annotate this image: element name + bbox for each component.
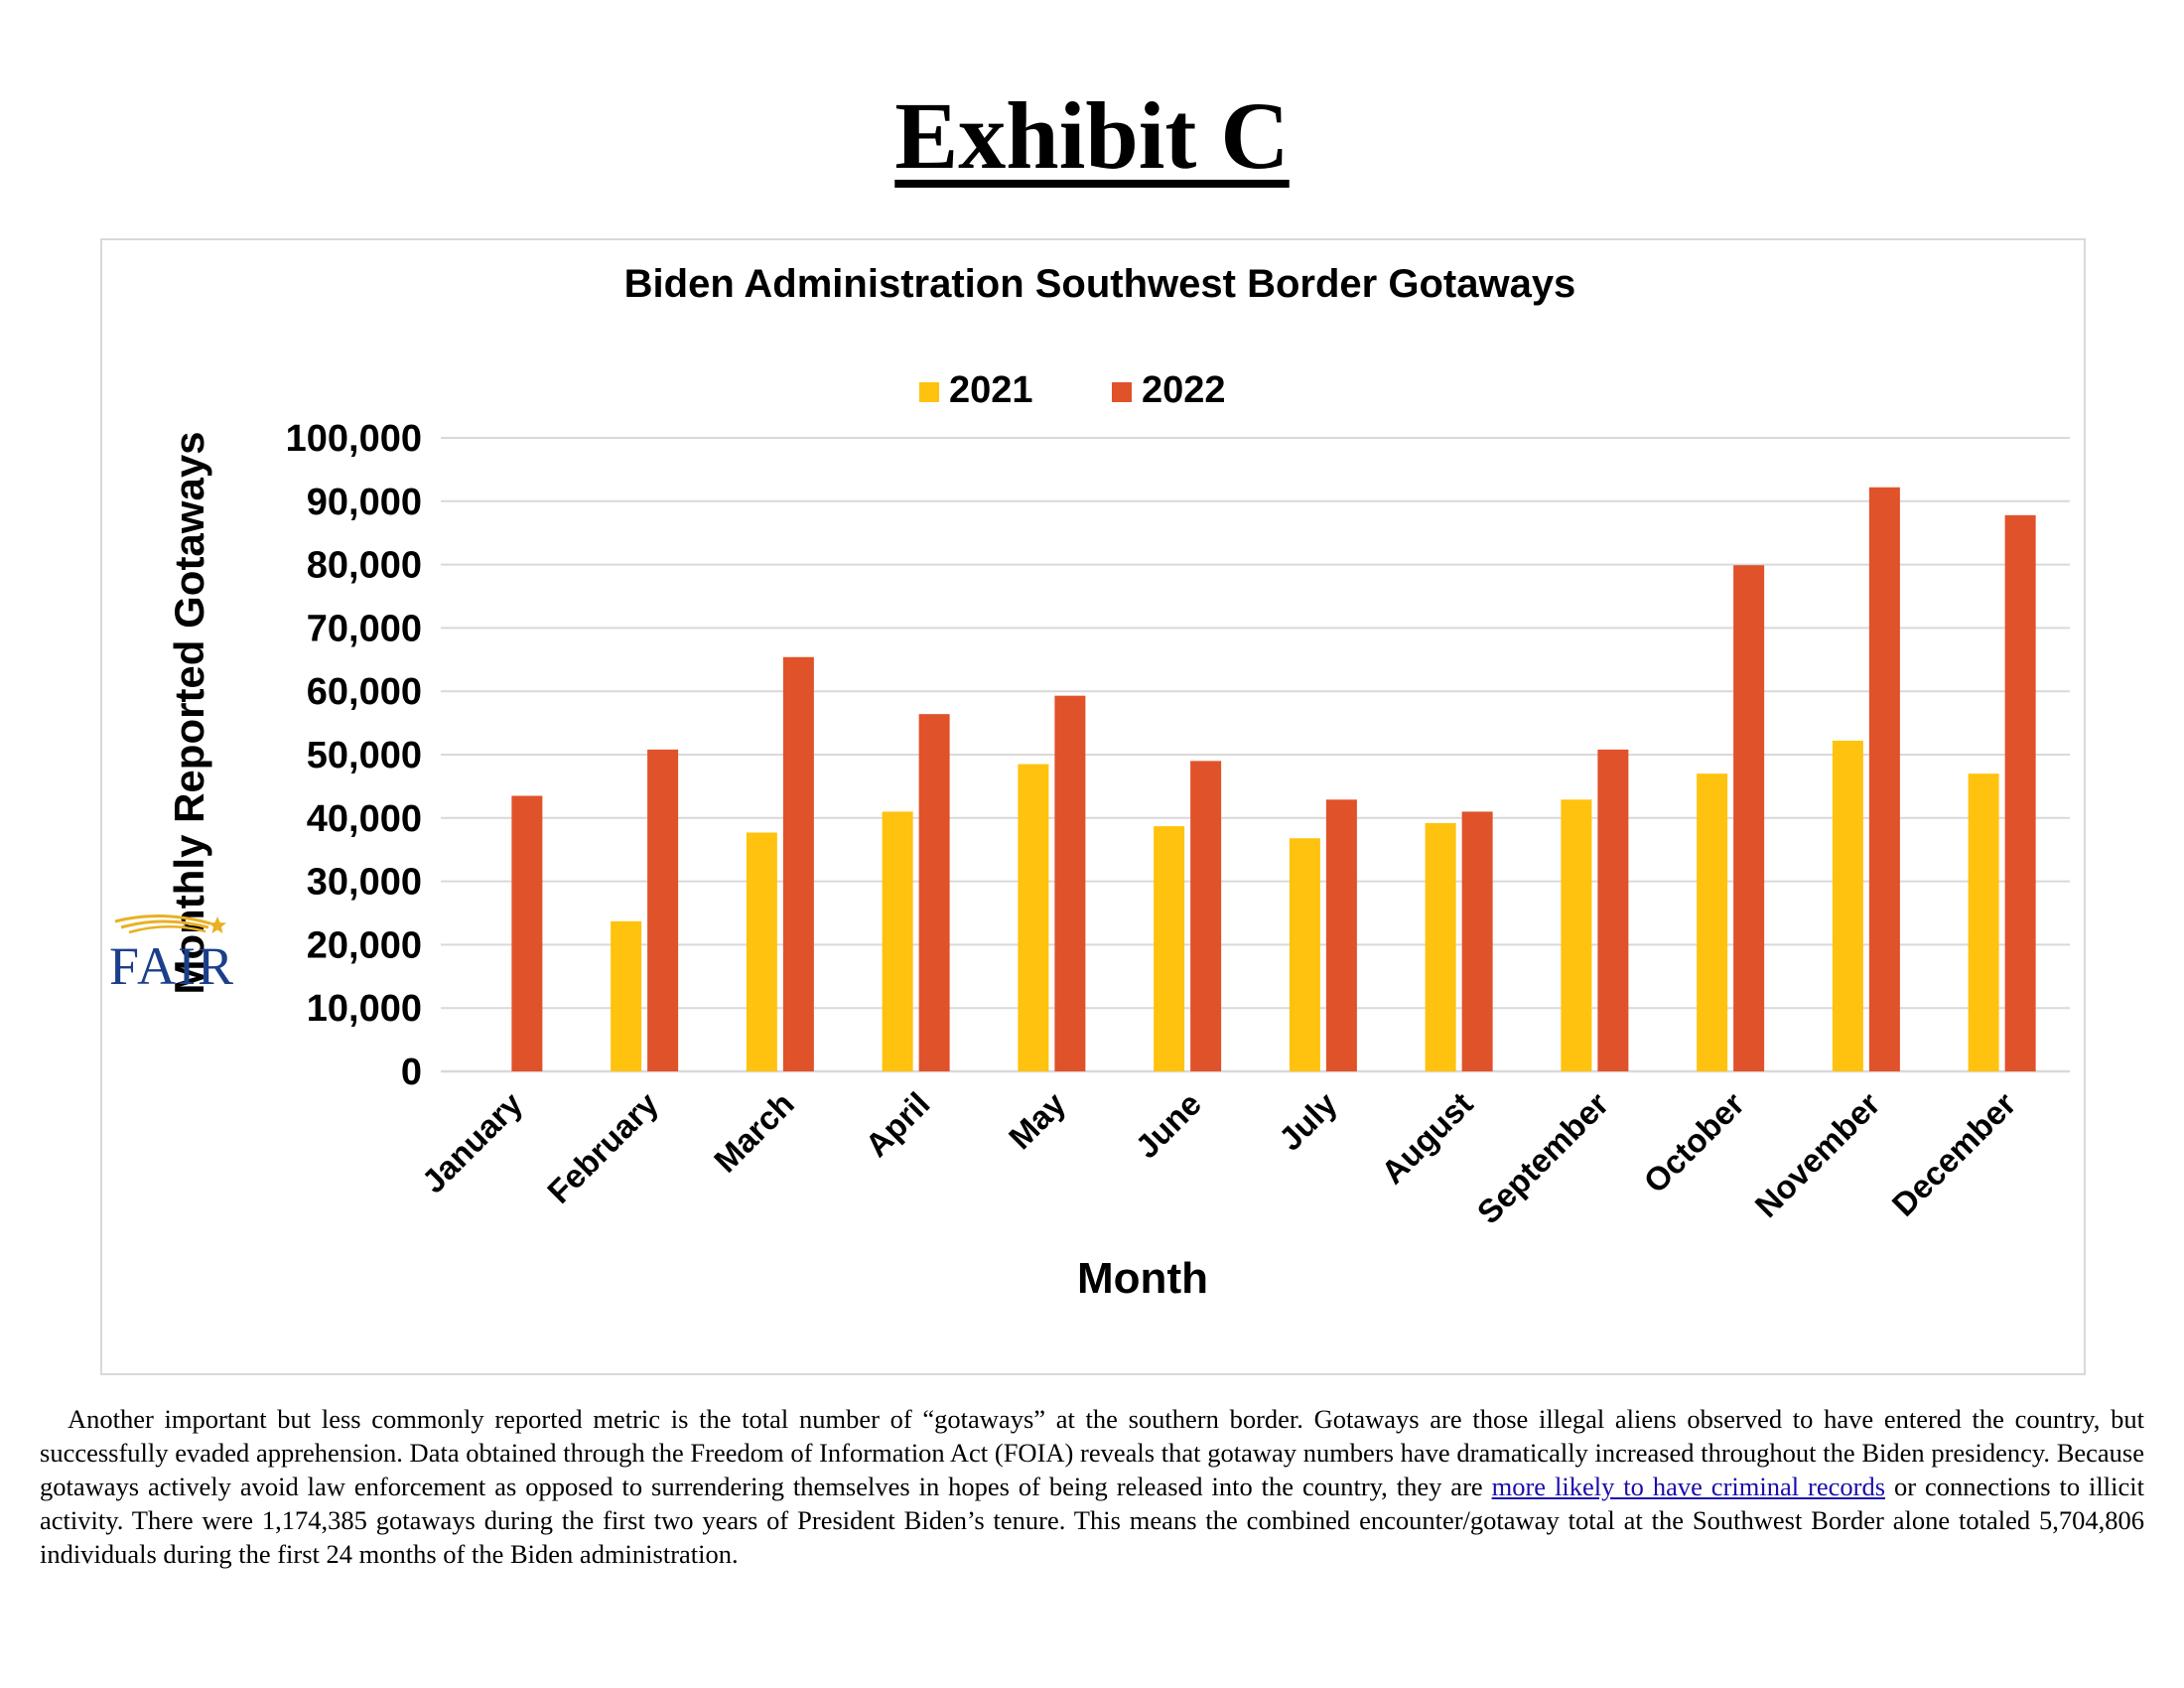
bar-2021-december xyxy=(1968,774,1999,1071)
bar-2021-february xyxy=(611,920,642,1071)
bar-2022-april xyxy=(918,714,950,1071)
bar-2021-july xyxy=(1289,838,1320,1071)
x-tick-label-july: July xyxy=(1272,1084,1344,1157)
paragraph-text-1: Another important but less commonly repo… xyxy=(40,1404,2144,1501)
x-tick-label-august: August xyxy=(1374,1085,1480,1192)
x-tick-label-september: September xyxy=(1470,1085,1616,1231)
bar-2021-march xyxy=(746,832,777,1071)
y-tick-label: 80,000 xyxy=(307,545,422,587)
star-icon xyxy=(208,916,226,933)
y-tick-label: 20,000 xyxy=(307,924,422,966)
y-tick-label: 40,000 xyxy=(307,798,422,840)
x-tick-label-march: March xyxy=(707,1085,801,1180)
bar-2022-march xyxy=(782,656,814,1071)
bar-2022-december xyxy=(2004,514,2036,1071)
paragraph-text-2: or connections to illicit activity. Ther… xyxy=(40,1472,2144,1569)
bar-2021-may xyxy=(1018,764,1049,1071)
chart-legend: 2021 2022 xyxy=(919,369,1226,411)
legend-label-2022: 2022 xyxy=(1142,369,1226,411)
x-tick-label-november: November xyxy=(1748,1085,1887,1224)
y-axis-title: Monthly Reported Gotaways xyxy=(166,431,212,994)
bar-2021-october xyxy=(1697,774,1728,1071)
bar-2022-august xyxy=(1461,811,1493,1071)
x-tick-label-february: February xyxy=(540,1084,665,1209)
bars xyxy=(511,487,2036,1071)
bar-2022-january xyxy=(511,795,543,1071)
x-tick-label-may: May xyxy=(1002,1084,1073,1156)
fair-logo-text: FAIR xyxy=(109,936,235,993)
y-tick-label: 60,000 xyxy=(307,671,422,713)
bar-2021-september xyxy=(1561,799,1592,1071)
bar-2022-september xyxy=(1597,749,1629,1071)
x-tick-label-april: April xyxy=(858,1085,936,1164)
criminal-records-link[interactable]: more likely to have criminal records xyxy=(1491,1472,1886,1501)
fair-logo: FAIR xyxy=(101,904,270,993)
y-tick-label: 10,000 xyxy=(307,988,422,1030)
bar-2021-november xyxy=(1832,740,1863,1071)
x-tick-label-october: October xyxy=(1636,1085,1751,1200)
bar-2022-july xyxy=(1325,799,1357,1071)
bar-2022-november xyxy=(1868,487,1900,1071)
gridlines xyxy=(441,437,2070,1073)
bar-2022-february xyxy=(647,749,679,1071)
bar-chart: Biden Administration Southwest Border Go… xyxy=(166,262,2070,1303)
bar-2022-october xyxy=(1733,565,1765,1071)
legend-label-2021: 2021 xyxy=(949,369,1033,411)
x-axis-ticks: January February March April May June July Augu… xyxy=(415,1084,2023,1230)
legend-swatch-2022 xyxy=(1112,382,1132,402)
bar-2021-august xyxy=(1425,822,1456,1071)
body-paragraph: Another important but less commonly repo… xyxy=(40,1402,2144,1571)
y-tick-label: 50,000 xyxy=(307,735,422,776)
chart-container: Biden Administration Southwest Border Go… xyxy=(100,238,2086,1375)
x-tick-label-january: January xyxy=(415,1084,530,1199)
x-axis-title: Month xyxy=(1077,1254,1208,1303)
y-tick-label: 70,000 xyxy=(307,608,422,649)
bar-2021-june xyxy=(1154,826,1185,1071)
chart-title: Biden Administration Southwest Border Go… xyxy=(624,262,1576,306)
x-tick-label-december: December xyxy=(1885,1085,2023,1223)
x-tick-label-june: June xyxy=(1128,1085,1208,1166)
y-tick-label: 0 xyxy=(401,1052,422,1093)
y-tick-label: 30,000 xyxy=(307,862,422,904)
legend-swatch-2021 xyxy=(919,382,939,402)
fair-logo-graphic: FAIR xyxy=(109,914,235,993)
bar-2022-june xyxy=(1190,761,1222,1071)
y-tick-label: 100,000 xyxy=(286,418,422,460)
y-tick-label: 90,000 xyxy=(307,482,422,523)
bar-2022-may xyxy=(1054,695,1086,1071)
y-axis-ticks: 0 10,000 20,000 30,000 40,000 50,000 60,000 70,… xyxy=(286,418,422,1093)
exhibit-title: Exhibit C xyxy=(894,82,1290,189)
bar-2021-april xyxy=(882,811,913,1071)
